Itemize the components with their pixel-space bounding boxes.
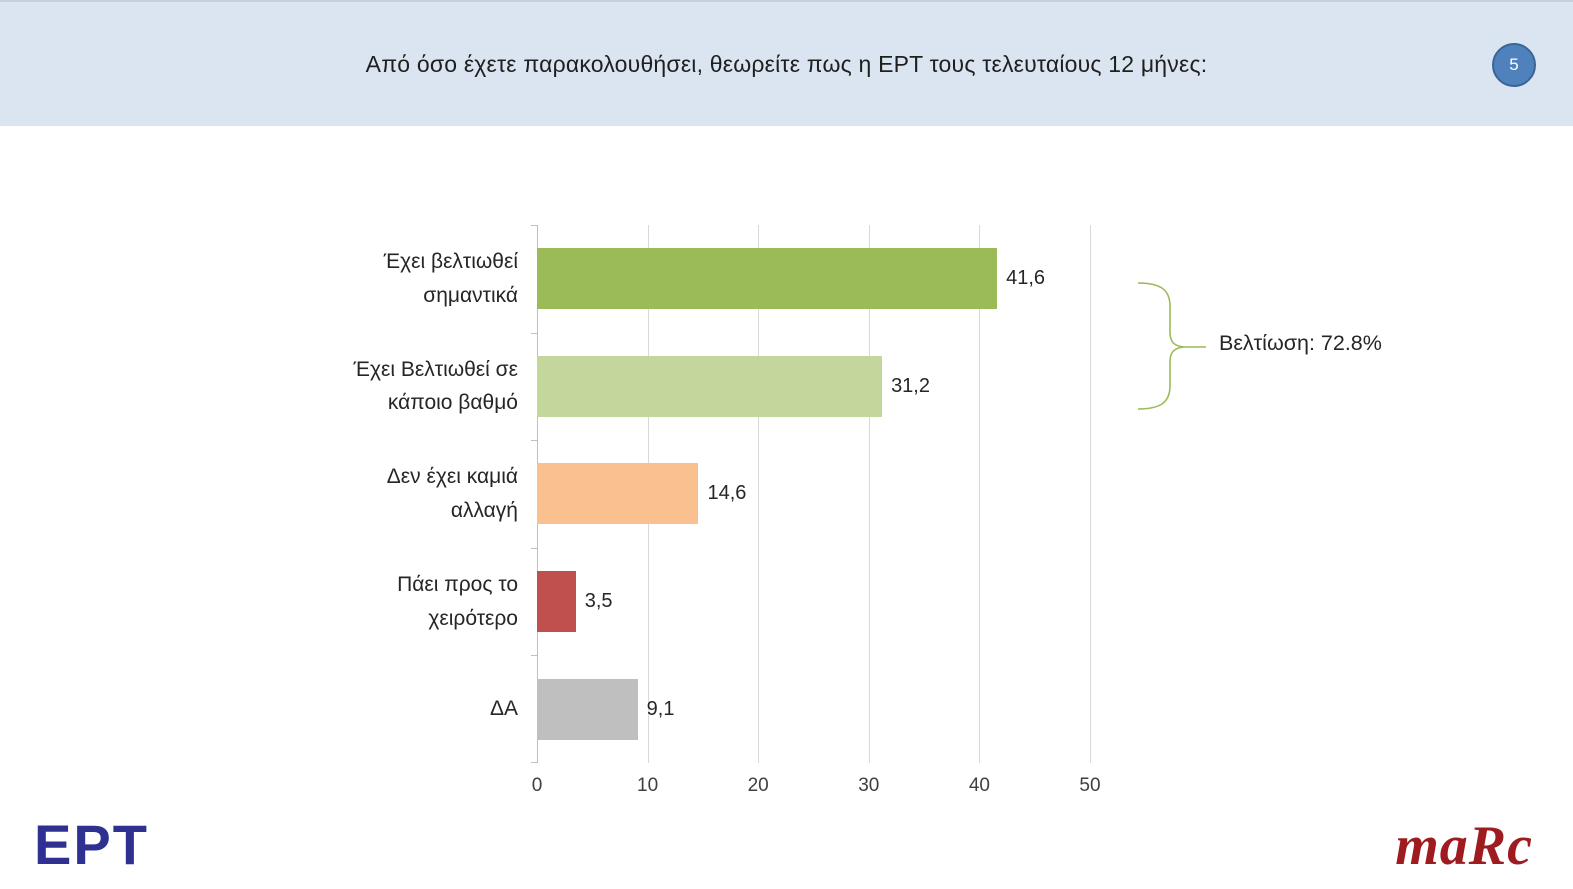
x-axis-tick-label: 50 [1079, 775, 1101, 796]
bar [537, 248, 998, 310]
bar-row: 3,5 [537, 548, 1090, 656]
category-label: ΔΑ [489, 697, 518, 721]
value-axis-labels: 0 10 20 30 40 50 [532, 775, 1101, 805]
bar-row: 41,6 [537, 225, 1090, 333]
gridline [868, 225, 870, 763]
axis-tick [531, 225, 537, 226]
bar-series: 41,6 31,2 14,6 3,5 9,1 [537, 225, 1090, 763]
bar [537, 463, 699, 525]
header-band: Από όσο έχετε παρακολουθήσει, θεωρείτε π… [0, 0, 1573, 126]
gridline [979, 225, 981, 763]
bar-row: 31,2 [537, 333, 1090, 441]
x-axis-tick-label: 0 [531, 775, 543, 796]
ert-logo: ΕΡΤ [34, 813, 149, 876]
gridline [758, 225, 760, 763]
category-label: Έχει βελτιωθεί σημαντικά [383, 250, 518, 307]
bar-row: 14,6 [537, 440, 1090, 548]
bar-value-label: 14,6 [707, 482, 747, 505]
page-title: Από όσο έχετε παρακολουθήσει, θεωρείτε π… [365, 50, 1208, 77]
bar [537, 571, 576, 633]
x-axis-tick-label: 40 [968, 775, 990, 796]
bar [537, 355, 883, 417]
bar [537, 678, 638, 740]
plot-area: 41,6 31,2 14,6 3,5 9,1 [531, 225, 1091, 763]
page-number: 5 [1509, 55, 1519, 74]
marc-logo: maRc [1395, 815, 1533, 877]
category-label: Έχει Βελτιωθεί σε κάποιο βαθμό [353, 357, 518, 415]
bar-value-label: 31,2 [891, 374, 930, 397]
bar-value-label: 9,1 [646, 697, 675, 720]
improvement-annotation-label: Βελτίωση: 72.8% [1219, 331, 1382, 355]
page-number-badge: 5 [1492, 43, 1536, 87]
axis-tick [531, 440, 537, 442]
bar-value-label: 3,5 [584, 590, 613, 613]
category-label: Πάει προς το χειρότερο [397, 572, 518, 630]
bar-value-label: 41,6 [1006, 267, 1046, 290]
improvement-brace-icon [1137, 282, 1206, 410]
axis-tick [531, 762, 537, 763]
axis-tick [531, 332, 537, 334]
x-axis-tick-label: 30 [858, 775, 880, 796]
category-axis-labels: Έχει βελτιωθεί σημαντικά Έχει Βελτιωθεί … [330, 225, 518, 763]
axis-tick [531, 547, 537, 549]
x-axis-tick-label: 20 [747, 775, 769, 796]
category-label: Δεν έχει καμιά αλλαγή [386, 465, 518, 522]
bar-row: 9,1 [537, 655, 1090, 763]
gridline [1090, 225, 1091, 763]
axis-tick [531, 655, 537, 657]
x-axis-tick-label: 10 [637, 775, 659, 796]
